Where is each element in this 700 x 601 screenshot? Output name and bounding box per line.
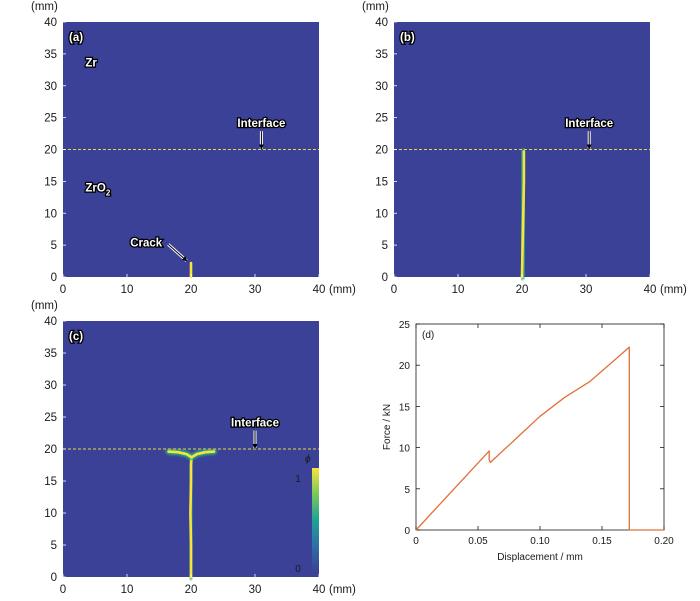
x-tick-label: 30 [249,284,262,296]
phase-field-panel-a: Zr ZrO2 Interface Crack 0 10 20 30 40 0 5 10 15 20 25… [31,1,356,296]
y-tick-label: 10 [44,208,57,220]
panel-c-x-unit: (mm) [329,584,356,596]
x-tick-label: 20 [185,284,198,296]
y-tick-label: 0 [51,272,57,284]
y-tick-label: 30 [44,81,57,93]
y-tick-label: 0 [382,272,388,284]
y-tick-label: 30 [44,380,57,392]
y-tick-label: 15 [375,176,388,188]
y-tick-label: 25 [375,113,388,125]
annotation-interface: Interface [231,418,279,430]
x-tick-label: 40 [644,284,657,296]
y-tick-label: 40 [44,17,57,29]
force-displacement-panel: 0 0.05 0.10 0.15 0.20 0 5 10 15 20 25 (d) Displace… [382,320,674,563]
y-tick-label: 25 [44,412,57,424]
y-tick-label: 40 [44,316,57,328]
x-tick-label: 10 [121,584,134,596]
y-tick-label: 15 [44,176,57,188]
y-tick-label: 35 [44,348,57,360]
annotation-subscript: 2 [106,189,111,198]
x-tick-label: 30 [580,284,593,296]
y-tick-label: 10 [399,444,411,455]
panel-b-cracks [519,148,527,280]
colorbar-max-label: 1 [295,474,301,485]
y-tick-label: 0 [51,572,57,584]
y-tick-label: 35 [44,49,57,61]
panel-a-annotations: Zr ZrO2 Interface Crack [84,56,287,262]
panel-d-frame [415,323,665,531]
y-tick-label: 10 [375,208,388,220]
force-displacement-line [415,346,664,531]
annotation-zro: ZrO2 [85,183,110,198]
panel-b-x-unit: (mm) [660,284,687,296]
panel-c-cracks [165,448,217,580]
panel-d-x-axis-title: Displacement / mm [497,552,583,563]
y-tick-label: 5 [51,240,57,252]
y-tick-label: 10 [44,508,57,520]
x-tick-label: 20 [185,584,198,596]
x-tick-label: 10 [452,284,465,296]
x-tick-label: 0.05 [468,536,488,547]
annotation-zr: Zr [85,58,97,70]
y-tick-label: 25 [44,113,57,125]
y-tick-label: 20 [375,145,388,157]
y-tick-label: 15 [44,476,57,488]
annotation-interface: Interface [565,118,613,130]
panel-d-label: (d) [422,330,434,341]
y-tick-label: 5 [404,485,410,496]
y-tick-label: 15 [399,402,411,413]
crack-path-0 [189,456,193,579]
colorbar-symbol: ϕ [305,454,311,465]
panel-b-ticks: 0 10 20 30 40 0 5 10 15 20 25 30 35 40 [375,17,656,296]
x-tick-label: 0 [413,536,419,547]
panel-c-annotations: Interface [230,416,280,449]
x-tick-label: 40 [313,584,326,596]
y-tick-label: 40 [375,17,388,29]
y-tick-label: 20 [44,444,57,456]
annotation-crack: Crack [130,237,163,249]
panel-a-y-unit: (mm) [31,1,58,13]
x-tick-label: 20 [516,284,529,296]
colorbar-min-label: 0 [295,564,301,575]
annotation-interface: Interface [237,118,285,130]
crack-path-0 [520,150,526,279]
x-tick-label: 0.10 [530,536,550,547]
panel-a-ticks: 0 10 20 30 40 0 5 10 15 20 25 30 35 40 [44,17,325,296]
y-tick-label: 35 [375,49,388,61]
y-tick-label: 30 [375,81,388,93]
panel-b-label: (b) [400,32,415,44]
panel-b-y-unit: (mm) [362,1,389,13]
panel-c-y-unit: (mm) [31,300,58,312]
annotation-arrow-3 [167,244,188,262]
panel-d-ticks: 0 0.05 0.10 0.15 0.20 0 5 10 15 20 25 [399,320,674,547]
x-tick-label: 0.15 [592,536,612,547]
panel-c-label: (c) [69,331,83,343]
y-tick-label: 5 [51,540,57,552]
panel-d-y-axis-title: Force / kN [382,404,393,450]
y-tick-label: 25 [399,320,411,331]
x-tick-label: 30 [249,584,262,596]
panel-a-label: (a) [69,32,83,44]
y-tick-label: 0 [404,526,410,537]
panel-a-x-unit: (mm) [329,284,356,296]
x-tick-label: 0 [60,284,66,296]
y-tick-label: 20 [44,145,57,157]
colorbar-gradient [312,468,319,572]
panel-b-annotations: Interface [564,117,614,150]
x-tick-label: 40 [313,284,326,296]
x-tick-label: 10 [121,284,134,296]
x-tick-label: 0 [391,284,397,296]
colorbar: ϕ 1 0 [295,454,319,575]
x-tick-label: 0.20 [654,536,674,547]
x-tick-label: 0 [60,584,66,596]
y-tick-label: 5 [382,240,388,252]
y-tick-label: 20 [399,361,411,372]
crack-path-1 [167,450,216,459]
